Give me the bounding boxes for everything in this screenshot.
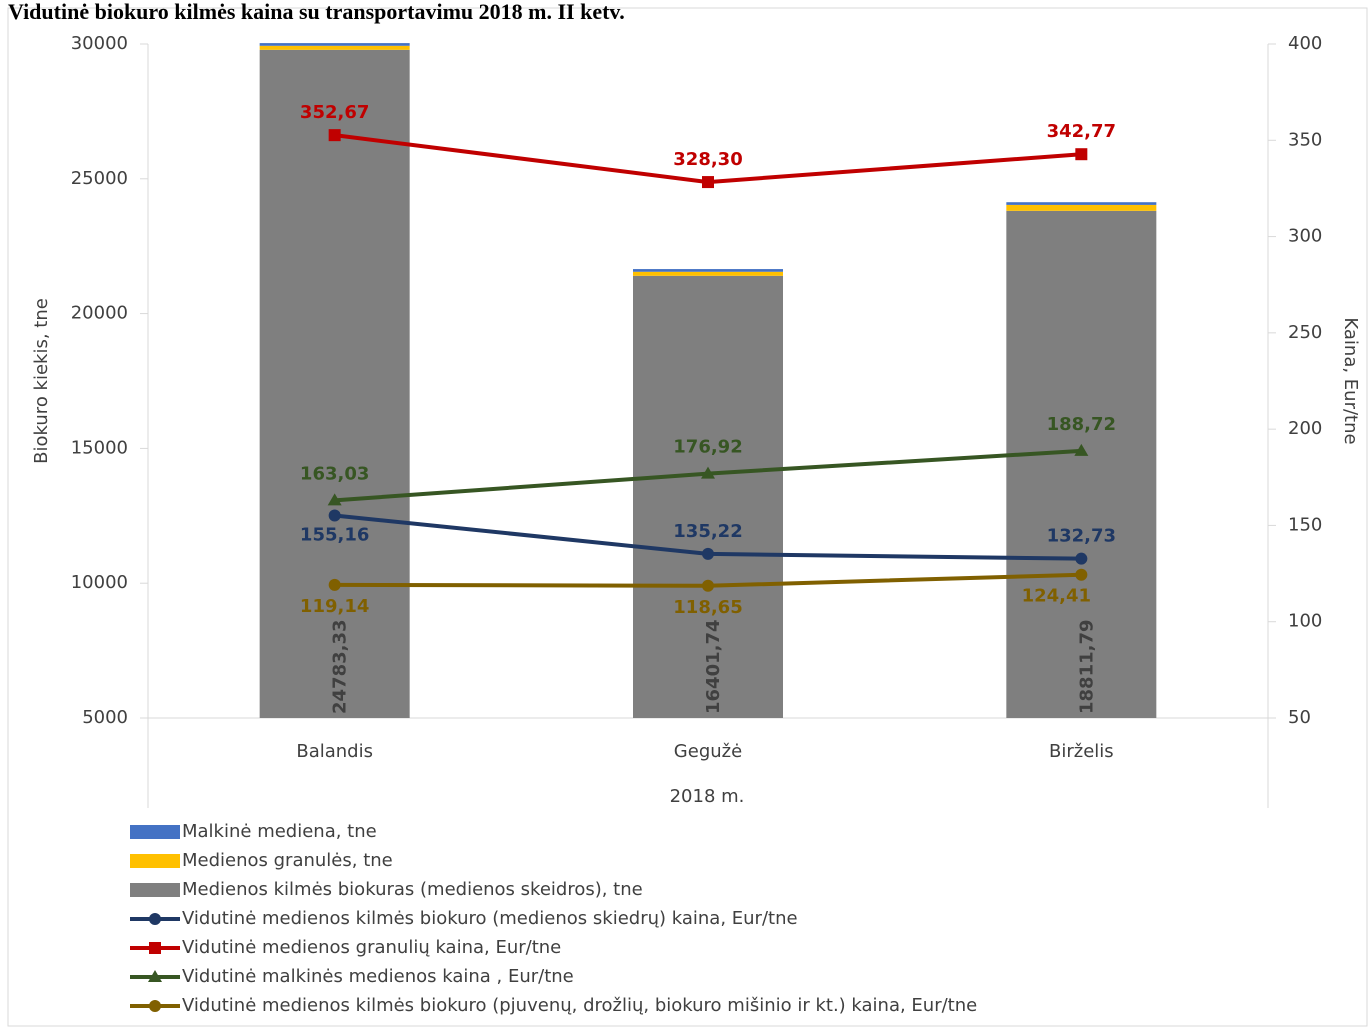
legend-label: Medienos kilmės biokuras (medienos skeid… <box>182 879 643 900</box>
legend-label: Vidutinė medienos granulių kaina, Eur/tn… <box>182 937 561 958</box>
line-marker <box>702 547 714 560</box>
bar <box>259 49 410 718</box>
y2-tick-label: 350 <box>1288 129 1322 150</box>
line-value-label: 132,73 <box>1047 526 1116 547</box>
y-tick-label: 10000 <box>71 572 128 593</box>
line-marker <box>328 578 341 591</box>
bar <box>1006 210 1157 718</box>
legend-marker <box>149 942 161 954</box>
line-value-label: 155,16 <box>300 524 369 545</box>
bar-value-label: 24783,33 <box>330 619 351 714</box>
line-value-label: 328,30 <box>673 149 742 170</box>
bar-value-label: 18811,79 <box>1076 619 1097 714</box>
y-tick-label: 25000 <box>71 168 128 189</box>
legend-label: Vidutinė medienos kilmės biokuro (medien… <box>182 908 798 929</box>
y2-tick-label: 150 <box>1288 514 1322 535</box>
bar <box>1006 202 1157 205</box>
line-value-label: 118,65 <box>673 597 742 618</box>
y-tick-label: 20000 <box>71 303 128 324</box>
y2-tick-label: 50 <box>1288 707 1311 728</box>
chart-frame <box>7 7 1368 1027</box>
y-tick-label: 30000 <box>71 33 128 54</box>
legend-label: Vidutinė malkinės medienos kaina , Eur/t… <box>182 966 574 987</box>
y-tick-label: 5000 <box>82 707 128 728</box>
y-tick-label: 15000 <box>71 437 128 458</box>
bar <box>633 269 783 272</box>
line-marker <box>1075 568 1088 581</box>
line-value-label: 119,14 <box>300 596 369 617</box>
legend-marker <box>149 1000 161 1012</box>
y2-axis-title: Kaina, Eur/tne <box>1340 317 1361 444</box>
legend-swatch <box>130 854 180 868</box>
x-tick-label: Gegužė <box>674 741 742 762</box>
line-value-label: 163,03 <box>300 463 369 484</box>
legend-marker <box>148 970 162 982</box>
bar <box>633 275 783 718</box>
x-axis-title: 2018 m. <box>670 786 745 807</box>
bar <box>1006 204 1157 211</box>
x-tick-label: Balandis <box>296 741 373 762</box>
legend-marker <box>149 913 161 925</box>
line-marker <box>327 493 342 506</box>
bar <box>259 45 410 50</box>
bar-value-label: 16401,74 <box>703 619 724 714</box>
line-value-label: 352,67 <box>300 102 369 123</box>
line-value-label: 135,22 <box>673 521 742 542</box>
x-tick-label: Birželis <box>1049 741 1114 762</box>
line-marker <box>1075 148 1088 161</box>
line-marker <box>702 579 714 592</box>
line-marker <box>328 509 341 522</box>
y-axis-title: Biokuro kiekis, tne <box>31 298 52 464</box>
line-marker <box>328 129 341 142</box>
line-value-label: 342,77 <box>1047 121 1116 142</box>
line-marker <box>701 466 715 479</box>
legend-label: Medienos granulės, tne <box>182 850 393 871</box>
line-value-label: 176,92 <box>673 437 742 458</box>
line-marker <box>702 176 714 189</box>
legend-label: Vidutinė medienos kilmės biokuro (pjuven… <box>182 995 977 1016</box>
bar <box>633 271 783 276</box>
y2-tick-label: 200 <box>1288 418 1322 439</box>
y2-tick-label: 300 <box>1288 226 1322 247</box>
line-marker <box>1074 443 1089 456</box>
line-value-label: 188,72 <box>1047 414 1116 435</box>
y2-tick-label: 250 <box>1288 322 1322 343</box>
line-marker <box>1075 552 1088 565</box>
y2-tick-label: 100 <box>1288 611 1322 632</box>
y2-tick-label: 400 <box>1288 33 1322 54</box>
bar <box>259 43 410 46</box>
legend-swatch <box>130 883 180 897</box>
chart-title: Vidutinė biokuro kilmės kaina su transpo… <box>8 0 625 24</box>
legend-label: Malkinė mediena, tne <box>182 821 377 842</box>
line-value-label: 124,41 <box>1022 586 1091 607</box>
legend-swatch <box>130 825 180 839</box>
